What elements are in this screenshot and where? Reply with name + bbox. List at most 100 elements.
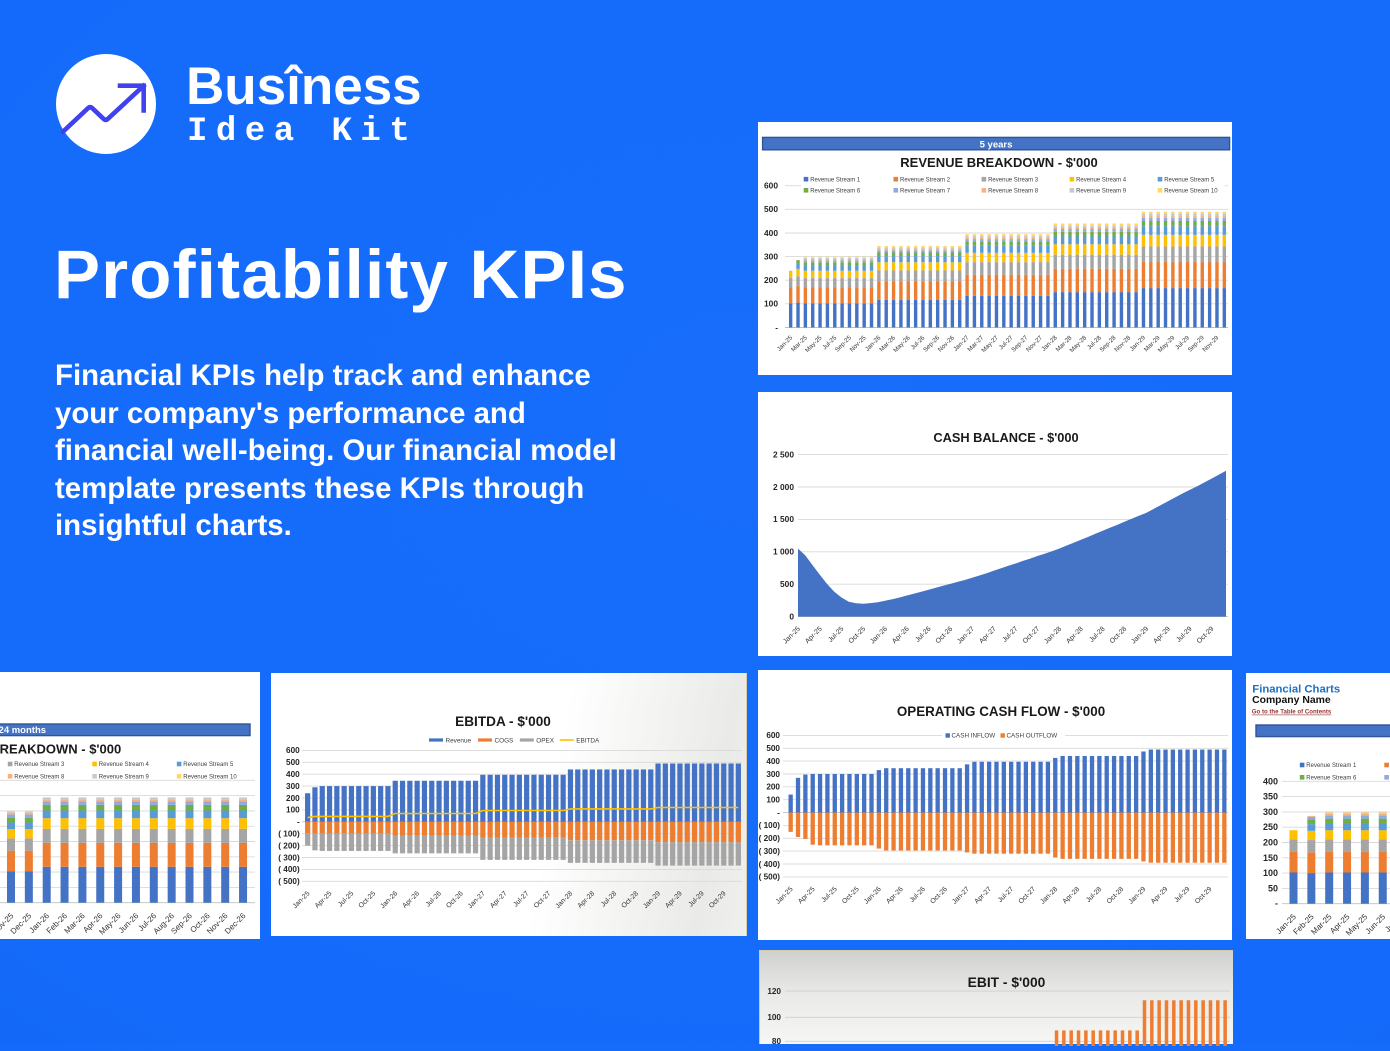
svg-text:200: 200 xyxy=(286,794,300,803)
svg-text:May-29: May-29 xyxy=(1156,334,1176,354)
svg-text:300: 300 xyxy=(286,782,300,791)
svg-text:( 500): ( 500) xyxy=(758,873,780,882)
svg-text:600: 600 xyxy=(286,746,300,755)
svg-text:Oct-25: Oct-25 xyxy=(847,625,867,645)
svg-text:Nov-28: Nov-28 xyxy=(1113,334,1132,353)
svg-text:Company Name: Company Name xyxy=(1252,694,1331,705)
svg-text:Nov-27: Nov-27 xyxy=(1024,334,1043,353)
svg-text:500: 500 xyxy=(286,758,300,767)
svg-text:Jan-29: Jan-29 xyxy=(642,890,662,910)
svg-text:Apr-29: Apr-29 xyxy=(1152,625,1172,645)
svg-text:Oct-29: Oct-29 xyxy=(708,890,728,910)
svg-text:500: 500 xyxy=(766,744,780,753)
svg-text:REVENUE BREAKDOWN - $'000: REVENUE BREAKDOWN - $'000 xyxy=(0,742,121,757)
svg-text:Jun-25: Jun-25 xyxy=(1364,912,1388,936)
svg-text:100: 100 xyxy=(286,806,300,815)
svg-text:24 months: 24 months xyxy=(0,726,46,737)
svg-text:Apr-25: Apr-25 xyxy=(804,625,824,645)
svg-text:( 400): ( 400) xyxy=(758,860,780,869)
svg-text:Apr-27: Apr-27 xyxy=(489,890,509,910)
svg-text:OPEX: OPEX xyxy=(536,737,554,744)
svg-text:150: 150 xyxy=(1263,852,1278,862)
svg-text:Oct-28: Oct-28 xyxy=(1105,886,1125,906)
svg-text:Jan-26: Jan-26 xyxy=(869,625,889,645)
svg-text:Apr-29: Apr-29 xyxy=(1149,886,1169,906)
svg-text:Revenue Stream 9: Revenue Stream 9 xyxy=(99,775,150,781)
svg-text:300: 300 xyxy=(766,770,780,779)
svg-text:Jul-25: Jul-25 xyxy=(820,886,838,904)
svg-text:Jul-28: Jul-28 xyxy=(1085,886,1103,904)
svg-text:-: - xyxy=(775,322,778,332)
svg-text:120: 120 xyxy=(767,987,781,996)
svg-text:Nov-26: Nov-26 xyxy=(936,334,955,353)
svg-text:Revenue Stream 2: Revenue Stream 2 xyxy=(900,177,951,183)
svg-text:2 500: 2 500 xyxy=(773,449,794,459)
svg-text:Jan-28: Jan-28 xyxy=(1043,625,1063,645)
svg-text:May-27: May-27 xyxy=(980,334,1000,354)
svg-text:600: 600 xyxy=(766,731,780,740)
svg-text:400: 400 xyxy=(766,757,780,766)
svg-text:200: 200 xyxy=(764,275,778,285)
svg-text:Revenue Stream 5: Revenue Stream 5 xyxy=(183,763,234,769)
svg-text:Jul-27: Jul-27 xyxy=(1001,625,1019,643)
svg-text:Jan-25: Jan-25 xyxy=(774,886,794,906)
svg-text:CASH INFLOW: CASH INFLOW xyxy=(951,733,995,740)
svg-text:Jan-27: Jan-27 xyxy=(467,890,487,910)
svg-text:Jul-26: Jul-26 xyxy=(908,886,926,904)
svg-text:( 200): ( 200) xyxy=(758,834,780,843)
svg-text:Jul-25: Jul-25 xyxy=(827,625,845,643)
svg-text:May-25: May-25 xyxy=(803,334,823,354)
svg-text:CASH OUTFLOW: CASH OUTFLOW xyxy=(1006,733,1057,740)
svg-text:350: 350 xyxy=(1263,791,1278,801)
svg-text:Jul-29: Jul-29 xyxy=(688,890,706,908)
svg-text:Jul-29: Jul-29 xyxy=(1175,625,1193,643)
svg-text:OPERATING CASH FLOW - $'000: OPERATING CASH FLOW - $'000 xyxy=(896,704,1104,719)
svg-text:Jan-27: Jan-27 xyxy=(951,886,971,906)
svg-text:Revenue Stream 8: Revenue Stream 8 xyxy=(14,775,65,781)
svg-text:Jan-29: Jan-29 xyxy=(1130,625,1150,645)
svg-text:COGS: COGS xyxy=(495,737,514,744)
svg-text:500: 500 xyxy=(764,204,778,214)
svg-text:Oct-29: Oct-29 xyxy=(1195,625,1215,645)
svg-text:Oct-25: Oct-25 xyxy=(841,886,861,906)
svg-text:Jul-28: Jul-28 xyxy=(600,890,618,908)
svg-text:0: 0 xyxy=(789,611,794,621)
svg-text:Apr-27: Apr-27 xyxy=(973,886,993,906)
svg-text:EBITDA - $'000: EBITDA - $'000 xyxy=(455,714,551,729)
svg-text:100: 100 xyxy=(766,796,780,805)
svg-text:250: 250 xyxy=(1263,822,1278,832)
svg-text:Mar-25: Mar-25 xyxy=(1309,912,1334,937)
svg-text:May-28: May-28 xyxy=(1068,334,1088,354)
svg-text:Jan-25: Jan-25 xyxy=(782,625,802,645)
svg-text:100: 100 xyxy=(764,298,778,308)
svg-text:( 100): ( 100) xyxy=(758,821,780,830)
svg-text:Oct-27: Oct-27 xyxy=(533,890,553,910)
svg-text:Apr-26: Apr-26 xyxy=(885,886,905,906)
svg-text:1 500: 1 500 xyxy=(773,514,794,524)
svg-text:Oct-25: Oct-25 xyxy=(358,890,378,910)
svg-text:Apr-28: Apr-28 xyxy=(577,890,597,910)
svg-text:Revenue Stream 3: Revenue Stream 3 xyxy=(988,177,1039,183)
svg-text:200: 200 xyxy=(766,783,780,792)
svg-text:Oct-28: Oct-28 xyxy=(1108,625,1128,645)
svg-text:Go to the Table of Contents: Go to the Table of Contents xyxy=(1252,708,1332,715)
svg-text:-: - xyxy=(1275,898,1278,908)
svg-text:Jul-27: Jul-27 xyxy=(512,890,530,908)
svg-text:( 300): ( 300) xyxy=(278,853,300,862)
svg-text:Oct-29: Oct-29 xyxy=(1193,886,1213,906)
svg-text:Jan-28: Jan-28 xyxy=(1039,886,1059,906)
svg-text:400: 400 xyxy=(1263,776,1278,786)
svg-text:( 400): ( 400) xyxy=(278,865,300,874)
svg-text:Oct-27: Oct-27 xyxy=(1017,886,1037,906)
svg-text:Revenue Stream 7: Revenue Stream 7 xyxy=(900,188,951,194)
svg-text:Revenue Stream 1: Revenue Stream 1 xyxy=(810,177,861,183)
svg-text:Jul-25: Jul-25 xyxy=(1383,912,1390,934)
svg-text:Apr-29: Apr-29 xyxy=(664,890,684,910)
svg-text:300: 300 xyxy=(1263,807,1278,817)
svg-text:Apr-26: Apr-26 xyxy=(402,890,422,910)
svg-text:500: 500 xyxy=(780,579,794,589)
svg-text:Jun-26: Jun-26 xyxy=(117,911,141,935)
svg-text:Nov-29: Nov-29 xyxy=(1201,334,1220,353)
svg-text:400: 400 xyxy=(286,770,300,779)
svg-text:Revenue Stream 1: Revenue Stream 1 xyxy=(1306,763,1357,769)
